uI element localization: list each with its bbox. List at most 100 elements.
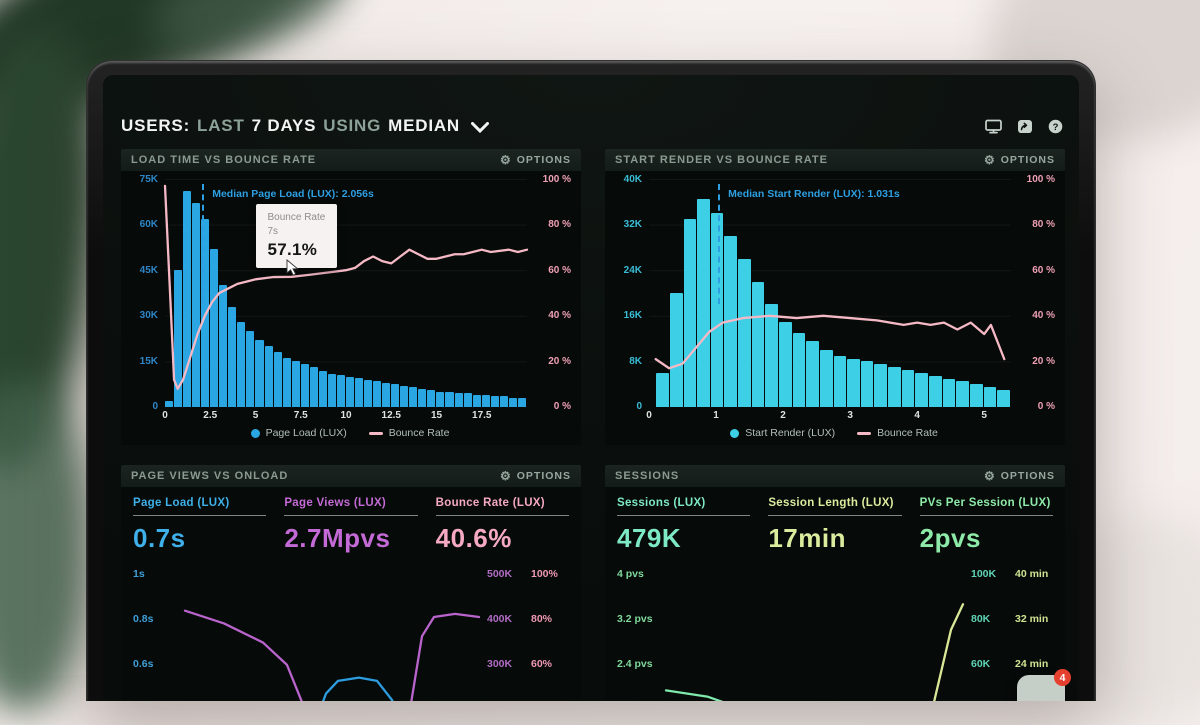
axis-tick: 0	[646, 410, 652, 421]
panel-page-views-vs-onload: PAGE VIEWS VS ONLOAD ⚙ OPTIONS Page Load…	[121, 465, 581, 701]
bar	[174, 270, 183, 407]
bar	[192, 203, 201, 407]
bar	[697, 198, 710, 407]
title-word: LAST	[197, 116, 245, 135]
axis-tick: 7.5	[293, 410, 308, 421]
bar	[418, 388, 427, 407]
bar	[847, 358, 860, 407]
chart: 1s 0.8s 0.6s 500K 100% 400K 80% 300K 60%	[121, 558, 581, 701]
bar	[915, 372, 929, 407]
plot-area[interactable]	[179, 566, 479, 701]
axis-tick: 2.4 pvs	[617, 658, 653, 670]
x-axis: 0 1 2 3 4 5	[646, 407, 1011, 423]
axis-tick: 100 %	[1026, 174, 1055, 185]
bar	[183, 191, 192, 407]
axis-tick: 20 %	[548, 355, 571, 367]
series-pvs-per-session	[666, 690, 960, 701]
metrics-row: Sessions (LUX) 479K Session Length (LUX) 17…	[605, 487, 1065, 558]
plot-area[interactable]	[663, 566, 963, 701]
chart: 4 pvs 3.2 pvs 2.4 pvs 100K 40 min 80K 32 min 6…	[605, 558, 1065, 701]
axis-tick: 0 %	[1037, 400, 1055, 412]
legend-item-page-load-lux: Page Load (LUX)	[250, 427, 347, 439]
axis-tick: 80 %	[1032, 219, 1055, 231]
bar	[901, 369, 915, 407]
series-bounce-rate	[656, 316, 1005, 368]
axis-tick: 16K	[623, 310, 642, 322]
axis-tick: 24K	[623, 264, 642, 276]
title-word: MEDIAN	[388, 116, 460, 135]
dashboard-title-dropdown[interactable]: USERS: LAST 7 DAYS USING MEDIAN	[121, 116, 489, 136]
metric-page-views-lux: Page Views (LUX) 2.7Mpvs	[284, 497, 418, 554]
bar	[364, 379, 373, 407]
axis-tick: 60 %	[1032, 264, 1055, 276]
axis-tick: 60K	[971, 658, 991, 670]
axis-tick: 40K	[623, 174, 642, 185]
bar	[481, 394, 490, 407]
panel-start-render-vs-bounce-rate: START RENDER VS BOUNCE RATE ⚙ OPTIONS 40…	[605, 149, 1065, 445]
plot-area[interactable]: Median Page Load (LUX): 2.056s Bounce Ra…	[165, 179, 527, 407]
bar	[860, 361, 874, 407]
metrics-row: Page Load (LUX) 0.7s Page Views (LUX) 2.7Mp…	[121, 487, 581, 558]
options-button[interactable]: ⚙ OPTIONS	[500, 154, 571, 166]
axis-tick: 5	[981, 410, 987, 421]
metric-value: 479K	[617, 523, 682, 553]
tooltip: Bounce Rate 7s 57.1%	[255, 204, 338, 269]
axis-tick: 12.5	[381, 410, 401, 421]
options-label: OPTIONS	[516, 470, 571, 482]
axis-tick-pair: 100K 40 min	[971, 568, 1048, 580]
metric-label: Sessions (LUX)	[617, 497, 706, 509]
bar	[273, 352, 282, 407]
bar	[833, 355, 847, 407]
plot-area[interactable]: Median Start Render (LUX): 1.031s	[649, 179, 1011, 407]
legend: Page Load (LUX) Bounce Rate	[127, 423, 573, 443]
legend: Start Render (LUX) Bounce Rate	[611, 423, 1057, 443]
laptop-screen: USERS: LAST 7 DAYS USING MEDIAN ?	[103, 75, 1079, 701]
axis-tick: 1	[713, 410, 719, 421]
legend-dot-icon	[730, 428, 740, 438]
mouse-cursor	[286, 258, 300, 276]
header-toolbar: ?	[985, 119, 1063, 134]
options-button[interactable]: ⚙ OPTIONS	[984, 470, 1055, 482]
options-label: OPTIONS	[516, 154, 571, 166]
axis-tick: 24 min	[1015, 658, 1049, 670]
axis-tick: 17.5	[472, 410, 492, 421]
bar	[656, 372, 669, 407]
metric-label: Page Views (LUX)	[284, 497, 387, 509]
panel-header: LOAD TIME VS BOUNCE RATE ⚙ OPTIONS	[121, 149, 581, 171]
notification-badge: 4	[1054, 669, 1071, 686]
axis-tick: 2.5	[203, 410, 218, 421]
axis-tick: 3.2 pvs	[617, 613, 653, 625]
display-icon[interactable]	[985, 119, 1002, 134]
bar	[888, 367, 901, 407]
axis-tick: 60%	[531, 658, 553, 670]
bar	[508, 397, 517, 407]
metric-label: Session Length (LUX)	[768, 497, 894, 509]
legend-item-bounce-rate: Bounce Rate	[368, 427, 449, 439]
axis-tick-pair: 500K 100%	[487, 568, 563, 580]
share-icon[interactable]	[1017, 119, 1033, 134]
axis-tick: 80%	[531, 613, 553, 625]
bar	[669, 293, 683, 407]
bar	[792, 332, 806, 407]
options-button[interactable]: ⚙ OPTIONS	[500, 470, 571, 482]
chevron-down-icon	[471, 121, 489, 133]
panel-sessions: SESSIONS ⚙ OPTIONS Sessions (LUX) 479K Ses…	[605, 465, 1065, 701]
bar	[291, 361, 300, 407]
metric-bounce-rate-lux: Bounce Rate (LUX) 40.6%	[435, 497, 569, 554]
metric-underline	[435, 515, 569, 516]
tooltip-series: Bounce Rate	[267, 212, 326, 224]
options-button[interactable]: ⚙ OPTIONS	[984, 154, 1055, 166]
axis-tick-pair: 400K 80%	[487, 613, 563, 625]
panel-title: PAGE VIEWS VS ONLOAD	[131, 470, 289, 482]
axis-tick-pair: 60K 24 min	[971, 658, 1048, 670]
bar	[165, 400, 174, 407]
chat-widget-button[interactable]: 4	[1017, 669, 1071, 701]
median-marker: Median Start Render (LUX): 1.031s	[718, 183, 900, 305]
metric-sessions-lux: Sessions (LUX) 479K	[617, 497, 751, 554]
metric-underline	[768, 515, 902, 516]
metric-underline	[133, 515, 267, 516]
help-icon[interactable]: ?	[1048, 119, 1063, 134]
axis-tick-pair: 300K 60%	[487, 658, 563, 670]
y-axis-right: 500K 100% 400K 80% 300K 60%	[479, 566, 575, 701]
line-series	[165, 179, 527, 407]
